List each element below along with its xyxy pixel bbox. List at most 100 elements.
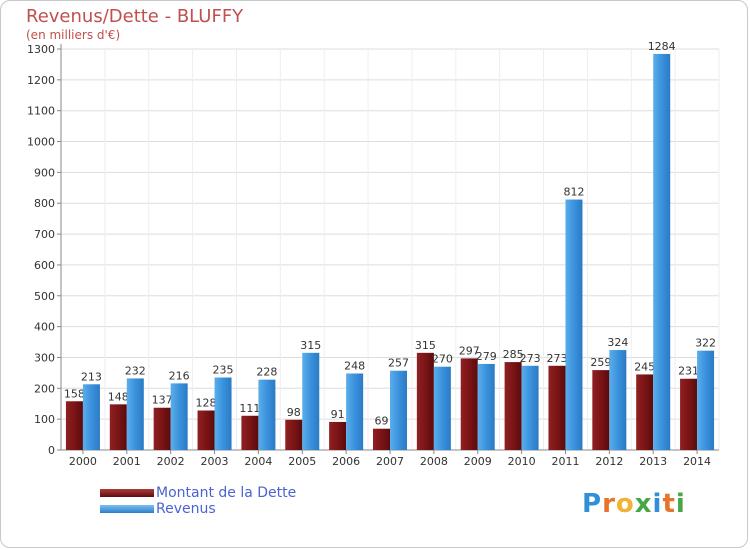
bar-revenue-label: 315 — [300, 339, 321, 352]
x-tick-label: 2005 — [288, 455, 316, 468]
bar-revenue — [258, 379, 276, 450]
bar-debt-label: 98 — [287, 406, 301, 419]
bar-debt — [285, 419, 303, 450]
bar-debt — [504, 362, 522, 450]
bar-debt-label: 245 — [634, 360, 655, 373]
bar-debt-label: 137 — [152, 394, 173, 407]
x-tick-label: 2007 — [376, 455, 404, 468]
y-tick-label: 300 — [34, 351, 55, 364]
bar-revenue-label: 216 — [169, 369, 190, 382]
bar-revenue-label: 273 — [520, 352, 541, 365]
bar-revenue-label: 1284 — [648, 40, 676, 53]
bar-revenue — [390, 370, 407, 450]
bar-revenue-label: 248 — [344, 360, 365, 373]
x-tick-label: 2013 — [639, 455, 667, 468]
y-tick-label: 0 — [48, 444, 55, 457]
bar-revenue-label: 257 — [388, 357, 409, 370]
bar-debt — [592, 370, 610, 450]
bar-revenue — [521, 365, 539, 450]
y-tick-label: 900 — [34, 166, 55, 179]
bar-debt-label: 128 — [196, 397, 217, 410]
bar-revenue-label: 232 — [125, 364, 146, 377]
logo-letter: o — [615, 489, 635, 519]
legend-swatch-debt — [100, 489, 154, 497]
bar-debt — [373, 428, 390, 450]
y-tick-label: 500 — [34, 290, 55, 303]
bar-revenue-label: 322 — [695, 337, 716, 350]
x-tick-label: 2010 — [508, 455, 536, 468]
x-tick-label: 2014 — [683, 455, 711, 468]
x-tick-label: 2006 — [332, 455, 360, 468]
bar-debt-label: 69 — [375, 415, 389, 428]
bar-debt — [153, 407, 171, 450]
logo-letter: t — [662, 489, 676, 519]
bar-revenue-label: 228 — [256, 366, 277, 379]
bar-revenue — [82, 384, 100, 450]
bar-debt-label: 285 — [503, 348, 524, 361]
bar-revenue-label: 213 — [81, 370, 102, 383]
bar-revenue — [697, 350, 715, 450]
y-tick-label: 800 — [34, 197, 55, 210]
x-tick-label: 2003 — [201, 455, 229, 468]
bar-revenue — [653, 53, 671, 450]
bar-debt-label: 259 — [590, 356, 611, 369]
bar-revenue-label: 324 — [607, 336, 628, 349]
bar-revenue — [609, 350, 627, 450]
x-tick-label: 2009 — [464, 455, 492, 468]
bar-revenue-label: 279 — [476, 350, 497, 363]
bar-debt — [636, 374, 654, 450]
chart-subtitle: (en milliers d'€) — [26, 28, 121, 42]
bar-revenue — [565, 199, 583, 450]
bar-revenue — [477, 363, 495, 450]
y-tick-label: 100 — [34, 413, 55, 426]
logo-letter: i — [652, 489, 663, 519]
y-tick-label: 1200 — [27, 74, 55, 87]
bar-revenue — [170, 383, 188, 450]
bar-debt — [329, 421, 347, 450]
chart-title: Revenus/Dette - BLUFFY — [26, 6, 244, 27]
bar-debt-label: 111 — [239, 402, 260, 415]
bar-revenue — [126, 378, 144, 450]
bar-debt — [460, 358, 478, 450]
y-tick-label: 400 — [34, 321, 55, 334]
y-tick-label: 1300 — [27, 43, 55, 56]
bar-revenue-label: 270 — [432, 353, 453, 366]
bar-debt — [65, 401, 83, 450]
bar-debt — [548, 365, 566, 450]
proxiti-logo: Proxiti — [582, 489, 686, 519]
bar-debt — [416, 352, 434, 450]
legend-label-debt: Montant de la Dette — [156, 485, 297, 501]
y-tick-label: 1100 — [27, 105, 55, 118]
legend-swatch-revenue — [100, 505, 154, 513]
bar-revenue-label: 812 — [563, 186, 584, 199]
logo-letter: x — [634, 489, 653, 519]
y-tick-label: 600 — [34, 259, 55, 272]
bar-debt-label: 91 — [331, 408, 345, 421]
bar-debt-label: 273 — [546, 352, 567, 365]
logo-letter: i — [675, 489, 686, 519]
logo-letter: P — [582, 489, 603, 519]
x-tick-label: 2011 — [551, 455, 579, 468]
y-tick-label: 200 — [34, 382, 55, 395]
bar-revenue — [302, 352, 320, 450]
x-tick-label: 2008 — [420, 455, 448, 468]
bar-revenue — [433, 366, 451, 450]
y-tick-label: 1000 — [27, 136, 55, 149]
x-tick-label: 2001 — [113, 455, 141, 468]
bar-debt-label: 148 — [108, 390, 129, 403]
x-tick-label: 2002 — [157, 455, 185, 468]
legend-label-revenue: Revenus — [156, 501, 216, 517]
bar-revenue — [346, 373, 364, 450]
x-tick-label: 2004 — [244, 455, 272, 468]
bar-debt — [680, 378, 698, 450]
bar-debt-label: 297 — [459, 344, 480, 357]
bar-debt-label: 158 — [64, 387, 85, 400]
y-tick-label: 700 — [34, 228, 55, 241]
bar-debt-label: 231 — [678, 365, 699, 378]
bar-debt — [109, 404, 127, 450]
logo-letter: r — [602, 489, 616, 519]
bar-revenue — [214, 377, 232, 450]
x-tick-label: 2012 — [595, 455, 623, 468]
